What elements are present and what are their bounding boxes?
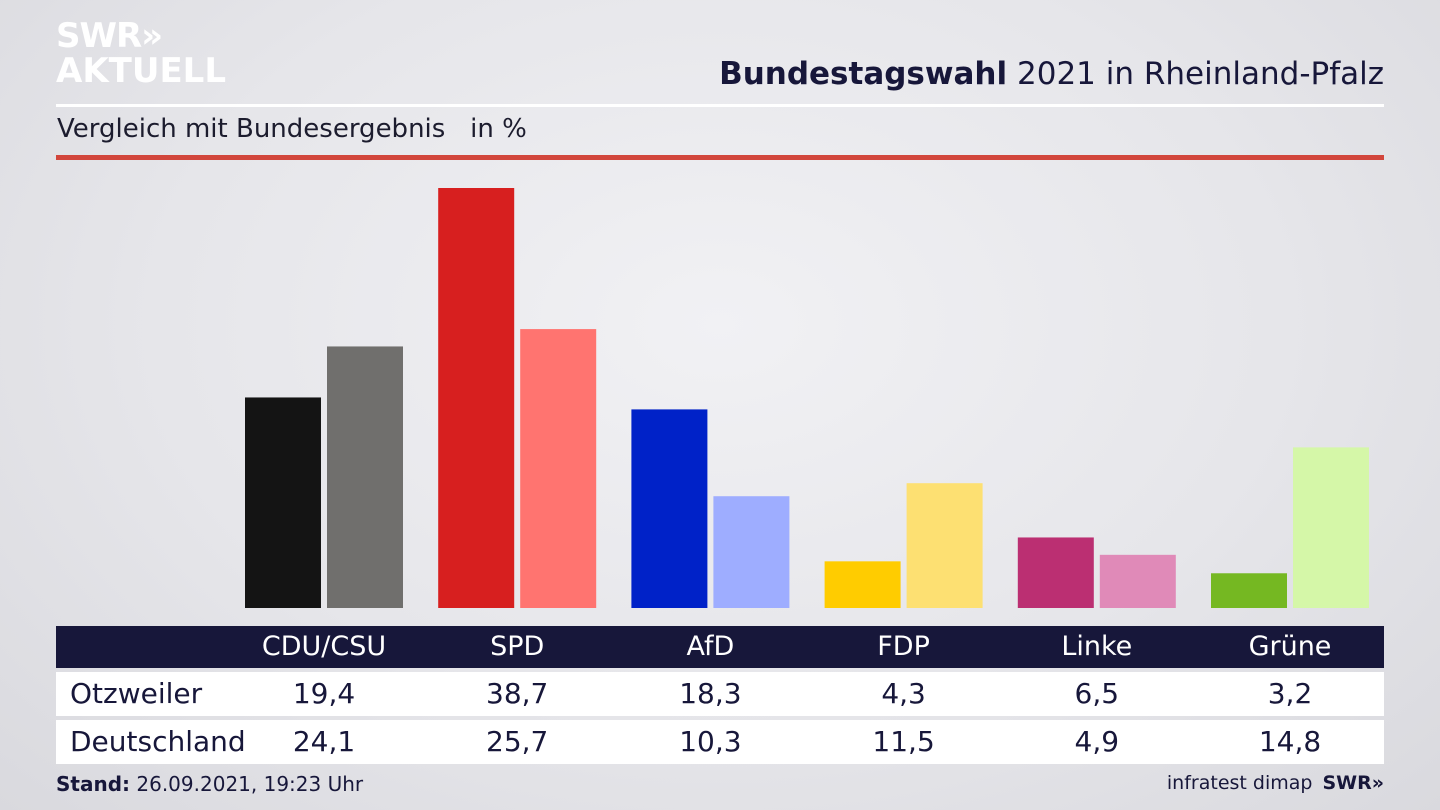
bar-fdp-otzweiler (824, 561, 901, 608)
bar-linke-otzweiler (1017, 537, 1094, 608)
bar-gr-ne-deutschland (1293, 447, 1369, 608)
value-cell: 4,9 (1074, 725, 1120, 758)
results-table: CDU/CSU SPD AfD FDP Linke Grüne Otzweiler 19,… (56, 626, 1384, 764)
title-bold: Bundestagswahl (719, 56, 1008, 92)
party-header-row: CDU/CSU SPD AfD FDP Linke Grüne (56, 626, 1384, 668)
bar-linke-deutschland (1099, 554, 1176, 608)
bar-afd-otzweiler (631, 409, 708, 608)
value-cell: 3,2 (1267, 677, 1313, 710)
party-label: Grüne (1248, 631, 1332, 662)
value-cell: 10,3 (679, 725, 742, 758)
bar-afd-deutschland (713, 496, 790, 608)
value-cell: 38,7 (486, 677, 549, 710)
value-cell: 14,8 (1258, 725, 1322, 758)
timestamp: Stand: 26.09.2021, 19:23 Uhr (56, 772, 363, 796)
row-label: Otzweiler (70, 677, 203, 710)
bar-gr-ne-otzweiler (1211, 573, 1287, 608)
bar-spd-deutschland (520, 329, 597, 608)
party-label: AfD (686, 631, 735, 662)
source-credit: infratest dimap SWR» (1167, 772, 1384, 794)
value-cell: 4,3 (881, 677, 926, 710)
stand-value: 26.09.2021, 19:23 Uhr (136, 772, 364, 796)
bar-cdu-csu-deutschland (327, 346, 403, 608)
bar-cdu-csu-otzweiler (245, 397, 321, 608)
accent-divider (56, 155, 1384, 160)
swr-aktuell-logo: SWR» AKTUELL (56, 18, 226, 88)
party-label: CDU/CSU (261, 631, 387, 662)
table-row: Otzweiler 19,4 38,7 18,3 4,3 6,5 3,2 (56, 672, 1384, 716)
value-cell: 19,4 (292, 677, 356, 710)
party-label: SPD (490, 631, 545, 662)
chart-subtitle: Vergleich mit Bundesergebnis in % (57, 114, 527, 144)
bar-spd-otzweiler (438, 188, 515, 608)
party-label: FDP (877, 631, 930, 662)
logo-line-2: AKTUELL (56, 51, 227, 91)
source-label: infratest dimap (1166, 772, 1313, 794)
title-rest: 2021 in Rheinland-Pfalz (1017, 56, 1384, 92)
value-cell: 25,7 (486, 725, 549, 758)
logo-line-1: SWR» (56, 16, 163, 56)
table-row: Deutschland 24,1 25,7 10,3 11,5 4,9 14,8 (56, 720, 1384, 764)
value-cell: 18,3 (679, 677, 742, 710)
value-cell: 6,5 (1074, 677, 1120, 710)
bar-fdp-deutschland (906, 483, 983, 608)
page-title: Bundestagswahl 2021 in Rheinland-Pfalz (719, 56, 1384, 92)
party-label: Linke (1061, 631, 1133, 662)
value-cell: 11,5 (872, 725, 935, 758)
value-cell: 24,1 (292, 725, 356, 758)
swr-brand-logo: SWR» (1322, 772, 1384, 794)
row-label: Deutschland (70, 725, 246, 758)
stand-label: Stand: (56, 772, 131, 796)
header-divider (56, 104, 1384, 107)
